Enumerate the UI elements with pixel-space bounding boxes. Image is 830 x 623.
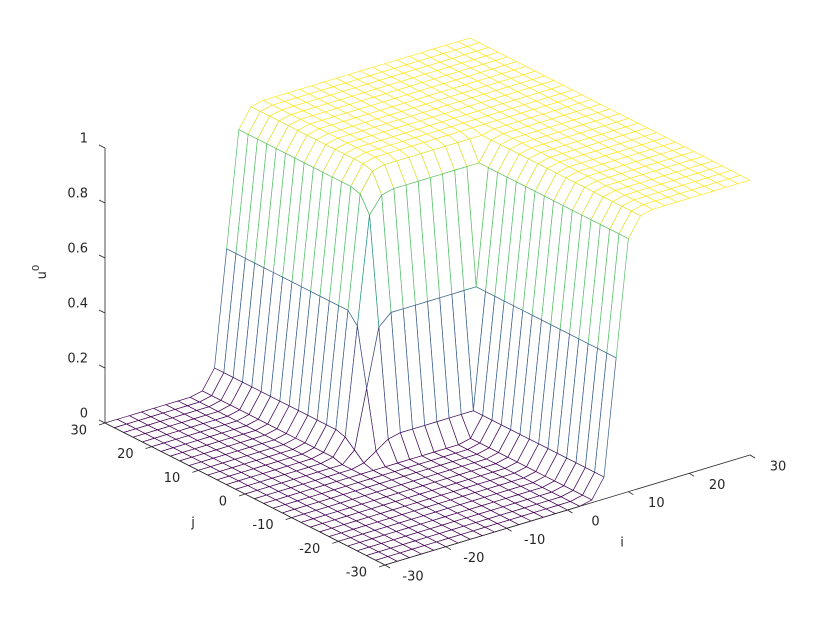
z-tick	[98, 254, 106, 259]
z-axis-label: u0	[31, 265, 50, 280]
x-tick	[445, 546, 452, 551]
y-tick	[98, 422, 106, 426]
y-tick	[285, 517, 292, 521]
y-tick-label: 0	[219, 495, 227, 510]
z-label-sup: 0	[31, 265, 42, 271]
x-tick	[628, 491, 634, 496]
x-tick	[384, 564, 391, 569]
z-tick	[98, 144, 106, 149]
y-axis-label: j	[190, 516, 195, 531]
x-tick-label: 0	[591, 515, 599, 530]
x-tick	[506, 527, 512, 532]
x-tick	[749, 454, 756, 459]
y-tick-label: -30	[346, 566, 367, 581]
x-tick	[688, 472, 695, 477]
y-tick	[145, 446, 152, 450]
z-label-base: u	[35, 271, 50, 279]
x-tick-label: 20	[709, 478, 726, 493]
y-tick-label: 10	[164, 471, 181, 486]
y-tick-label: 30	[70, 424, 87, 439]
x-tick-label: -20	[463, 551, 484, 566]
y-tick	[378, 564, 386, 568]
z-tick	[98, 199, 106, 204]
z-tick	[98, 419, 106, 424]
mesh	[104, 37, 751, 566]
z-tick-label: 0.4	[67, 297, 88, 312]
y-tick	[238, 493, 246, 497]
z-tick-label: 0	[80, 407, 88, 422]
z-tick	[98, 309, 106, 314]
y-tick-label: 20	[117, 447, 134, 462]
x-tick-label: -30	[402, 570, 423, 585]
x-tick	[567, 509, 573, 514]
z-tick-label: 1	[80, 132, 88, 147]
x-tick-label: 30	[770, 460, 787, 475]
x-axis-label: i	[620, 536, 624, 551]
z-tick-label: 0.6	[67, 242, 88, 257]
z-tick-label: 0.2	[67, 352, 88, 367]
y-tick	[192, 469, 199, 473]
z-tick-label: 0.8	[67, 187, 88, 202]
y-tick	[332, 540, 339, 544]
x-tick-label: -10	[524, 533, 545, 548]
y-tick-label: -10	[252, 518, 273, 533]
axes: -30 -20 -10 0 10 20 30 -30 -20 -10 0 10 20 30 0 0.2 0.4 0…	[67, 132, 786, 585]
x-tick-label: 10	[648, 496, 665, 511]
z-tick	[98, 364, 106, 369]
y-tick-label: -20	[299, 542, 320, 557]
